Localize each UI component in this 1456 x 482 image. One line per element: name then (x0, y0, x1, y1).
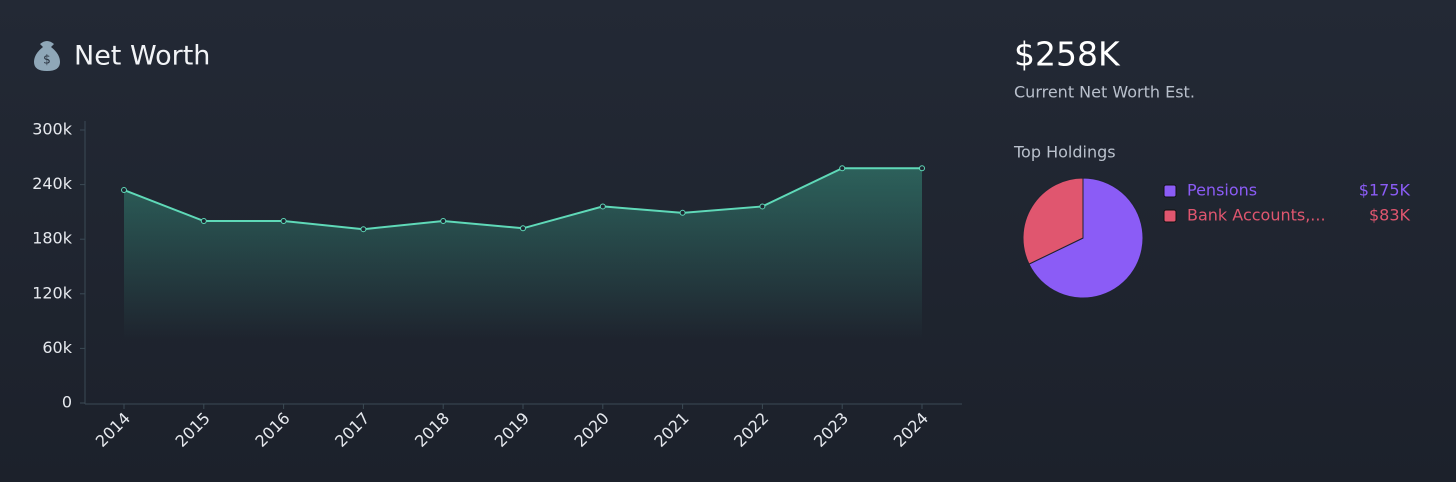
y-tick-label: 0 (62, 393, 72, 412)
money-bag-icon: $ (34, 41, 60, 71)
legend-value: $175K (1359, 181, 1411, 200)
svg-text:$: $ (43, 53, 51, 67)
point (759, 203, 766, 210)
y-tick-label: 240k (32, 174, 73, 193)
legend-value: $83K (1369, 206, 1411, 225)
chart-title: Net Worth (74, 41, 210, 72)
point (679, 209, 686, 216)
y-tick-label: 180k (32, 229, 73, 248)
pie-slice (1022, 177, 1084, 265)
point (360, 226, 367, 233)
headline-label: Current Net Worth Est. (1014, 83, 1195, 102)
point (121, 187, 127, 194)
point (520, 225, 526, 232)
pie-title: Top Holdings (1013, 143, 1116, 162)
legend-label: Bank Accounts,... (1187, 206, 1326, 225)
legend-label: Pensions (1187, 181, 1257, 200)
point (440, 218, 447, 224)
legend-swatch (1163, 184, 1177, 198)
pie-slice (1028, 177, 1144, 299)
point (919, 165, 925, 172)
y-tick-label: 300k (32, 120, 73, 139)
point (839, 165, 846, 172)
area (124, 168, 922, 340)
legend-swatch (1163, 209, 1177, 223)
y-tick-label: 60k (42, 338, 72, 357)
point (200, 218, 207, 224)
y-tick-label: 120k (32, 283, 73, 302)
point (280, 218, 287, 224)
headline-value: $258K (1014, 35, 1121, 74)
point (599, 203, 606, 210)
